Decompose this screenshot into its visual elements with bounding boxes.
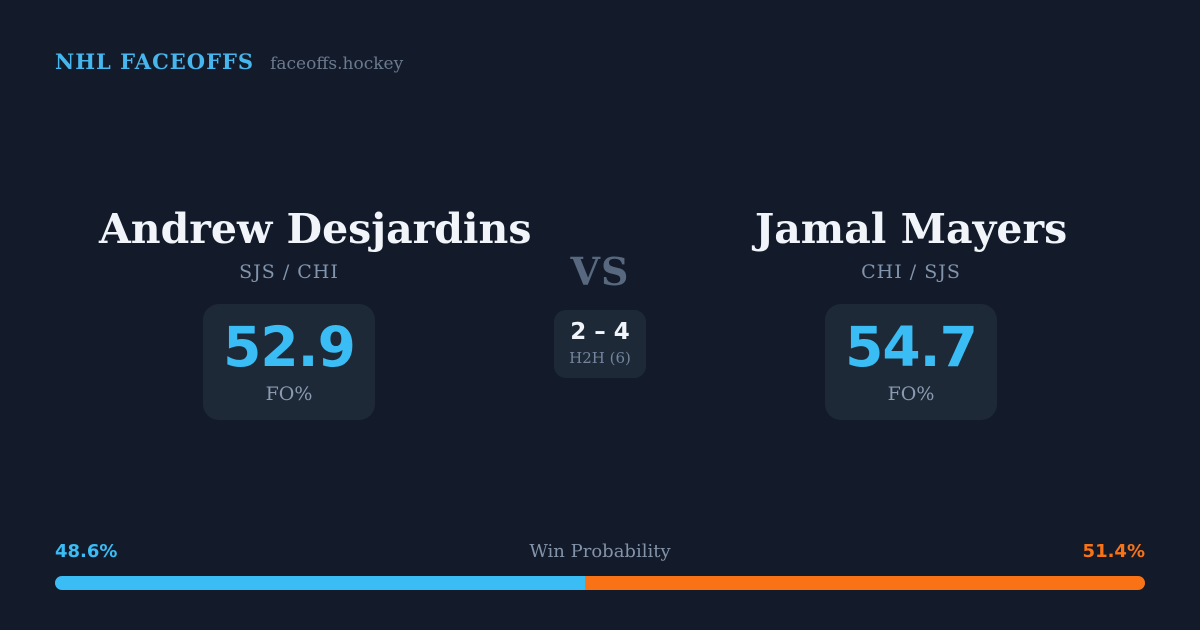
player-name: Andrew Desjardins <box>99 205 532 253</box>
fo-value: 54.7 <box>845 314 978 379</box>
win-bar-right-segment <box>584 576 1145 590</box>
winprob-right-pct: 51.4% <box>1082 541 1145 562</box>
win-bar-left-segment <box>55 576 585 590</box>
h2h-label: H2H (6) <box>569 349 631 367</box>
brand-title: NHL FACEOFFS <box>55 49 255 74</box>
winprob-label: Win Probability <box>529 541 671 562</box>
fo-label: FO% <box>887 382 935 405</box>
h2h-card: 2 – 4 H2H (6) <box>554 310 646 378</box>
player-teams: SJS / CHI <box>239 261 339 284</box>
fo-card: 52.9 FO% <box>203 304 375 421</box>
winprob-left-pct: 48.6% <box>55 541 118 562</box>
player-name: Jamal Mayers <box>754 205 1068 253</box>
win-probability-labels: 48.6% Win Probability 51.4% <box>55 541 1145 563</box>
header: NHL FACEOFFS faceoffs.hockey <box>55 49 403 74</box>
h2h-score: 2 – 4 <box>570 319 630 345</box>
vs-label: VS <box>570 249 630 294</box>
fo-label: FO% <box>265 382 313 405</box>
player-column-left: Andrew Desjardins SJS / CHI 52.9 FO% <box>99 205 532 421</box>
win-probability-bar <box>55 576 1145 590</box>
player-column-right: Jamal Mayers CHI / SJS 54.7 FO% <box>721 205 1101 421</box>
win-probability-section: 48.6% Win Probability 51.4% <box>55 541 1145 590</box>
player-teams: CHI / SJS <box>861 261 961 284</box>
site-label: faceoffs.hockey <box>270 54 404 74</box>
fo-card: 54.7 FO% <box>825 304 997 421</box>
fo-value: 52.9 <box>223 314 356 379</box>
